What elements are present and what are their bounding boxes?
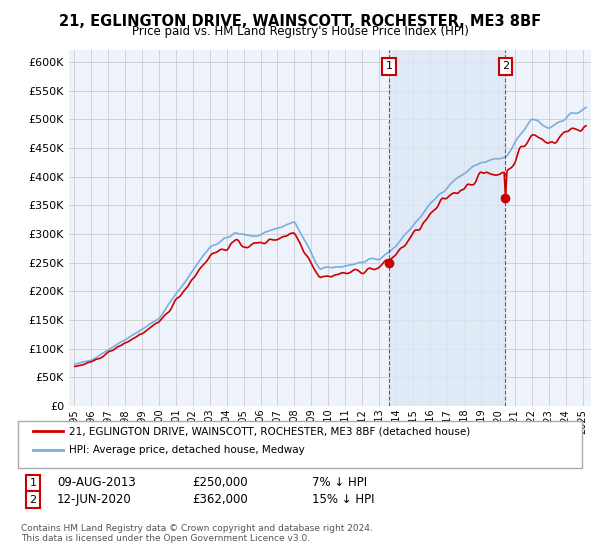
Text: 7% ↓ HPI: 7% ↓ HPI: [312, 476, 367, 489]
Text: 21, EGLINGTON DRIVE, WAINSCOTT, ROCHESTER, ME3 8BF: 21, EGLINGTON DRIVE, WAINSCOTT, ROCHESTE…: [59, 14, 541, 29]
Text: 21, EGLINGTON DRIVE, WAINSCOTT, ROCHESTER, ME3 8BF (detached house): 21, EGLINGTON DRIVE, WAINSCOTT, ROCHESTE…: [69, 426, 470, 436]
Text: 2: 2: [502, 62, 509, 72]
Text: HPI: Average price, detached house, Medway: HPI: Average price, detached house, Medw…: [69, 445, 305, 455]
Text: 1: 1: [386, 62, 393, 72]
Text: £250,000: £250,000: [192, 476, 248, 489]
Text: 1: 1: [29, 478, 37, 488]
Text: 15% ↓ HPI: 15% ↓ HPI: [312, 493, 374, 506]
Text: Price paid vs. HM Land Registry's House Price Index (HPI): Price paid vs. HM Land Registry's House …: [131, 25, 469, 38]
Text: This data is licensed under the Open Government Licence v3.0.: This data is licensed under the Open Gov…: [21, 534, 310, 543]
Bar: [389, 50, 505, 406]
Text: 2: 2: [29, 494, 37, 505]
Text: Contains HM Land Registry data © Crown copyright and database right 2024.: Contains HM Land Registry data © Crown c…: [21, 524, 373, 533]
Text: £362,000: £362,000: [192, 493, 248, 506]
Text: 12-JUN-2020: 12-JUN-2020: [57, 493, 132, 506]
Text: 09-AUG-2013: 09-AUG-2013: [57, 476, 136, 489]
